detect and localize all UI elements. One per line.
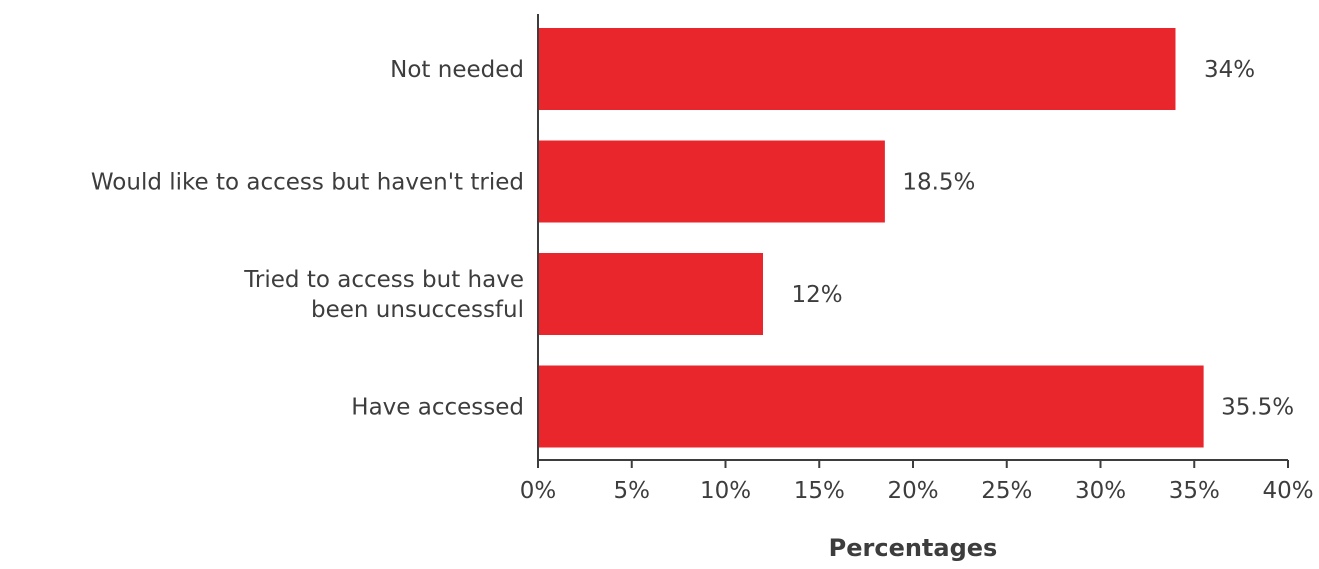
category-label: Not needed xyxy=(390,57,524,83)
category-label-line: been unsuccessful xyxy=(311,297,524,323)
bar-3 xyxy=(538,365,1204,448)
x-tick-label: 10% xyxy=(700,478,751,504)
x-tick-label: 0% xyxy=(520,478,557,504)
data-label: 18.5% xyxy=(902,170,975,196)
x-tick-label: 25% xyxy=(981,478,1032,504)
data-labels-group: 34% 18.5% 12% 35.5% xyxy=(791,57,1294,421)
x-tick-label: 30% xyxy=(1075,478,1126,504)
x-ticks-group: 0% 5% 10% 15% 20% 25% 30% 35% 40% xyxy=(520,460,1314,504)
x-tick-label: 35% xyxy=(1169,478,1220,504)
data-label: 12% xyxy=(791,282,842,308)
category-label: Tried to access but have been unsuccessfu… xyxy=(243,267,524,323)
category-label-line: Not needed xyxy=(390,57,524,83)
x-tick-label: 20% xyxy=(887,478,938,504)
category-labels-group: Not needed Would like to access but haven… xyxy=(91,57,524,421)
x-tick-label: 15% xyxy=(794,478,845,504)
category-label-line: Would like to access but haven't tried xyxy=(91,170,524,196)
category-label: Would like to access but haven't tried xyxy=(91,170,524,196)
bars-group xyxy=(538,28,1204,448)
x-axis-title: Percentages xyxy=(829,534,998,562)
bar-2 xyxy=(538,253,763,335)
data-label: 35.5% xyxy=(1221,395,1294,421)
x-tick-label: 40% xyxy=(1262,478,1313,504)
x-tick-label: 5% xyxy=(614,478,651,504)
bar-0 xyxy=(538,28,1176,110)
category-label-line: Have accessed xyxy=(351,395,524,421)
category-label: Have accessed xyxy=(351,395,524,421)
data-label: 34% xyxy=(1204,57,1255,83)
bar-1 xyxy=(538,140,885,223)
category-label-line: Tried to access but have xyxy=(243,267,524,293)
